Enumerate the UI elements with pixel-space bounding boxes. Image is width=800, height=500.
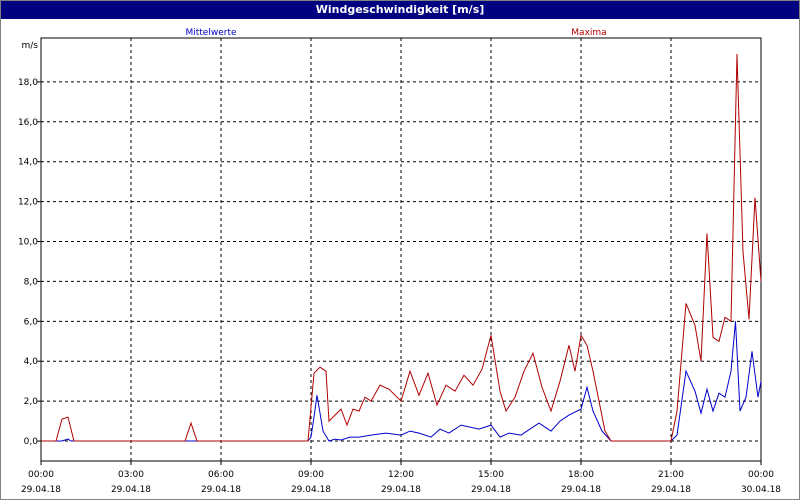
y-axis: 0,0 2,0 4,0 6,0 8,0 10,0 12,0 14,0 16,0 18,0 m/s [18, 41, 41, 447]
x-tick-time: 03:00 [118, 470, 144, 480]
x-tick-date: 29.04.18 [111, 485, 151, 495]
y-tick-label: 4,0 [24, 357, 39, 367]
x-tick-time: 15:00 [478, 470, 504, 480]
y-tick-label: 2,0 [24, 397, 39, 407]
y-tick-label: 16,0 [18, 118, 38, 128]
y-tick-label: 6,0 [24, 317, 39, 327]
x-tick-time: 00:00 [28, 470, 54, 480]
x-tick-time: 09:00 [298, 470, 324, 480]
x-tick-date: 29.04.18 [201, 485, 241, 495]
x-axis: 00:00 29.04.18 03:00 29.04.18 06:00 29.04.18 0… [21, 461, 781, 495]
y-tick-label: 12,0 [18, 198, 38, 208]
series-layer [41, 53, 762, 442]
x-tick-date: 29.04.18 [471, 485, 511, 495]
x-tick-time: 06:00 [208, 470, 234, 480]
x-tick-time: 00:00 [748, 470, 774, 480]
y-axis-label: m/s [22, 41, 39, 51]
legend-entry-mittelwerte: Mittelwerte [185, 28, 236, 38]
x-tick-date: 29.04.18 [291, 485, 331, 495]
x-tick-time: 18:00 [568, 470, 594, 480]
x-tick-date: 30.04.18 [741, 485, 781, 495]
y-tick-label: 0,0 [24, 437, 39, 447]
x-tick-date: 29.04.18 [651, 485, 691, 495]
x-tick-time: 21:00 [658, 470, 684, 480]
x-tick-date: 29.04.18 [561, 485, 601, 495]
series-line-mittelwerte [41, 321, 762, 442]
legend-entry-maxima: Maxima [571, 28, 606, 38]
x-tick-date: 29.04.18 [21, 485, 61, 495]
y-tick-label: 18,0 [18, 78, 38, 88]
x-tick-time: 12:00 [388, 470, 414, 480]
series-line-maxima [41, 53, 762, 442]
x-tick-date: 29.04.18 [381, 485, 421, 495]
y-tick-label: 14,0 [18, 158, 38, 168]
y-tick-label: 8,0 [24, 277, 39, 287]
window-title: Windgeschwindigkeit [m/s] [1, 1, 799, 19]
gridlines [41, 38, 761, 461]
y-tick-label: 10,0 [18, 238, 38, 248]
legend: Mittelwerte Maxima [185, 28, 606, 38]
